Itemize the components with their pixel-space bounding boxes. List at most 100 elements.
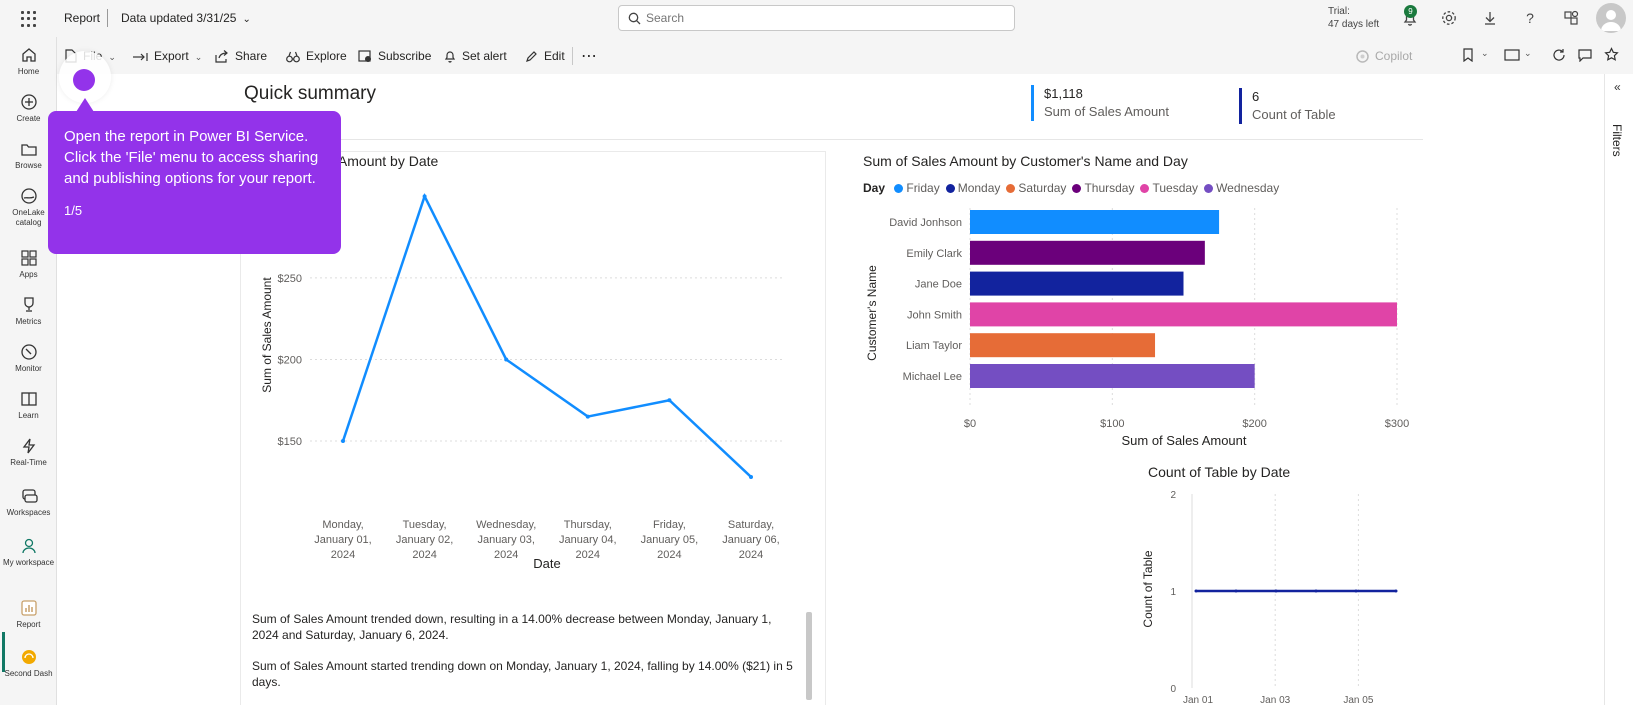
y-tick-label: Emily Clark <box>906 248 962 260</box>
x-tick-label-line: January 02, <box>396 534 453 546</box>
apps-icon <box>20 250 37 266</box>
download-icon[interactable] <box>1481 9 1499 27</box>
legend-item[interactable]: Thursday <box>1072 181 1134 195</box>
app-launcher-icon[interactable] <box>21 11 37 27</box>
x-tick-label: Jan 03 <box>1260 695 1290 705</box>
expand-chevron-icon[interactable]: « <box>1614 80 1621 94</box>
copilot-button[interactable]: Copilot <box>1356 49 1412 63</box>
view-icon[interactable] <box>1504 49 1520 61</box>
chevron-down-icon[interactable]: ⌄ <box>1481 48 1489 58</box>
legend-item[interactable]: Tuesday <box>1140 181 1198 195</box>
avatar[interactable] <box>1596 3 1626 33</box>
set-alert-label: Set alert <box>462 49 507 63</box>
legend-dot <box>1140 184 1150 193</box>
share-icon <box>215 50 228 63</box>
kpi-card-count[interactable]: 6 Count of Table <box>1239 88 1336 124</box>
explore-button[interactable]: Explore <box>286 49 347 63</box>
count-chart-title: Count of Table by Date <box>1148 464 1291 480</box>
walkthrough-beacon[interactable] <box>73 69 95 91</box>
nav-item-learn[interactable]: Learn <box>0 390 57 421</box>
data-updated-dropdown[interactable]: Data updated 3/31/25 ⌄ <box>121 11 251 25</box>
search-box[interactable] <box>618 5 1015 31</box>
left-navigation: Home Create Browse OneLake catalog Apps … <box>0 37 57 705</box>
nav-label: Apps <box>19 270 38 279</box>
data-point <box>1234 589 1238 593</box>
set-alert-button[interactable]: Set alert <box>444 49 507 63</box>
share-button[interactable]: Share <box>215 49 267 63</box>
search-icon <box>628 12 641 25</box>
edit-button[interactable]: Edit <box>525 49 565 63</box>
nav-item-workspaces[interactable]: Workspaces <box>0 487 57 518</box>
workspaces-icon <box>21 489 38 503</box>
data-point <box>667 398 672 403</box>
nav-item-create[interactable]: Create <box>0 93 57 124</box>
legend-item[interactable]: Saturday <box>1006 181 1066 195</box>
dashboard-icon <box>21 650 36 664</box>
gear-icon[interactable] <box>1440 9 1458 27</box>
share-label: Share <box>235 49 268 63</box>
refresh-icon[interactable] <box>1552 48 1566 62</box>
data-point <box>341 439 345 444</box>
y-axis-title: Count of Table <box>1141 550 1155 627</box>
legend-item[interactable]: Wednesday <box>1204 181 1279 195</box>
export-icon <box>133 53 148 61</box>
nav-item-my-workspace[interactable]: My workspace <box>0 537 57 568</box>
app-title: Report <box>64 11 101 25</box>
data-point <box>1274 589 1278 593</box>
person-icon <box>21 538 36 554</box>
copilot-icon <box>1356 50 1369 63</box>
data-point <box>1354 589 1358 593</box>
count-chart[interactable]: 0 1 2 Jan 01 Jan 03 Jan 05 Count of Table <box>1140 485 1420 705</box>
bookmark-icon[interactable] <box>1462 48 1474 62</box>
explore-label: Explore <box>306 49 347 63</box>
trophy-icon <box>23 297 34 312</box>
subscribe-button[interactable]: Subscribe <box>358 49 431 63</box>
nav-label: OneLake catalog <box>12 208 45 227</box>
edit-label: Edit <box>544 49 565 63</box>
y-axis-title: Customer's Name <box>865 265 879 361</box>
nav-item-home[interactable]: Home <box>0 46 57 77</box>
narrative-scrollbar[interactable] <box>806 612 812 700</box>
nav-item-metrics[interactable]: Metrics <box>0 296 57 327</box>
kpi-value: 6 <box>1252 89 1260 104</box>
nav-item-onelake-catalog[interactable]: OneLake catalog <box>0 187 57 228</box>
bar <box>970 240 1205 265</box>
x-tick-label-line: Wednesday, <box>476 519 536 531</box>
nav-label: Create <box>16 114 41 123</box>
more-options-button[interactable]: ⋯ <box>581 48 597 65</box>
nav-label: Home <box>17 67 40 76</box>
export-label: Export <box>154 49 189 63</box>
search-input[interactable] <box>646 10 1006 26</box>
legend-item[interactable]: Monday <box>945 181 1000 195</box>
trial-days-left: 47 days left <box>1328 19 1380 30</box>
help-icon[interactable]: ? <box>1521 9 1539 27</box>
user-avatar-icon <box>1601 10 1621 31</box>
feedback-icon[interactable] <box>1562 9 1580 27</box>
y-axis-title: Sum of Sales Amount <box>260 277 274 393</box>
filters-label[interactable]: Filters <box>1610 124 1624 157</box>
nav-item-apps[interactable]: Apps <box>0 249 57 280</box>
nav-item-monitor[interactable]: Monitor <box>0 343 57 374</box>
nav-item-browse[interactable]: Browse <box>0 140 57 171</box>
chevron-down-icon[interactable]: ⌄ <box>1524 48 1532 58</box>
filters-pane-collapsed[interactable]: « <box>1604 74 1633 705</box>
comment-icon[interactable] <box>1578 48 1592 62</box>
binoculars-icon <box>286 51 300 63</box>
bar-chart[interactable]: $0 $100 $200 $300 David Jonhson Emily Clark Ja… <box>860 200 1420 450</box>
x-tick-label-line: 2024 <box>739 549 763 561</box>
x-axis-title: Sum of Sales Amount <box>1121 433 1246 448</box>
x-tick-label-line: Thursday, <box>564 519 612 531</box>
legend-dot <box>1204 184 1214 193</box>
star-icon[interactable] <box>1604 47 1619 62</box>
nav-item-real-time[interactable]: Real-Time <box>0 437 57 468</box>
nav-item-second-dash[interactable]: Second Dash <box>0 648 57 679</box>
kpi-card-sales[interactable]: $1,118 Sum of Sales Amount <box>1031 85 1169 121</box>
x-tick-label-line: January 01, <box>314 534 371 546</box>
trial-label: Trial: <box>1328 6 1350 17</box>
legend-label: Saturday <box>1018 181 1067 195</box>
line-chart-visual[interactable] <box>240 151 826 705</box>
export-button[interactable]: Export ⌄ <box>132 49 202 63</box>
legend-item[interactable]: Friday <box>894 181 940 195</box>
nav-item-report[interactable]: Report <box>0 599 57 630</box>
